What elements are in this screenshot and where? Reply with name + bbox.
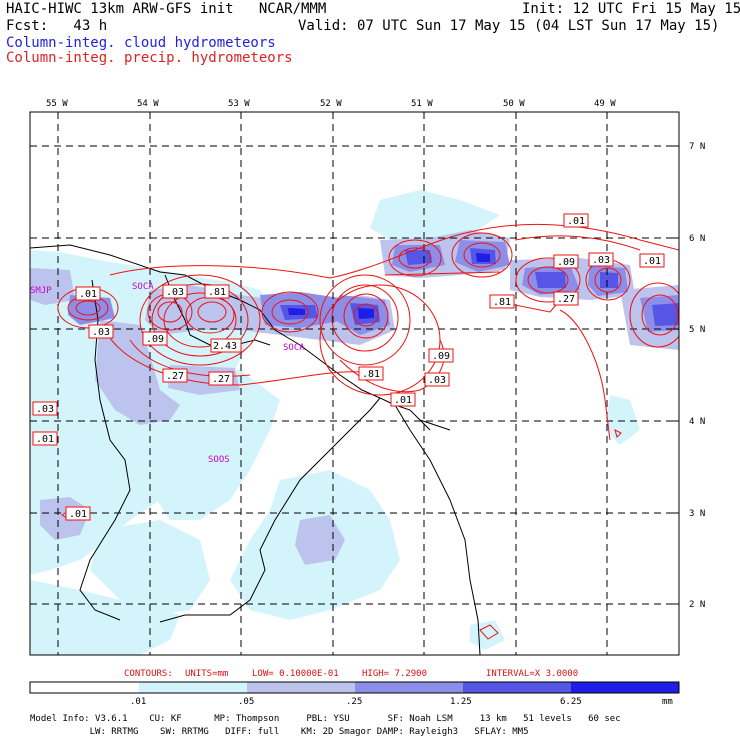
colorbar-ticks: .01 .05 .25 1.25 6.25 mm xyxy=(130,697,673,707)
svg-text:.01: .01 xyxy=(69,509,87,520)
colorbar-tick: .01 xyxy=(130,697,146,707)
contour-info: CONTOURS: UNITS=mm LOW= 0.10000E-01 HIGH… xyxy=(124,669,578,679)
lat-label: 2 N xyxy=(689,600,705,610)
svg-text:.01: .01 xyxy=(36,434,54,445)
contour-label: .01 xyxy=(75,286,101,301)
svg-text:.81: .81 xyxy=(208,287,226,298)
svg-text:.01: .01 xyxy=(394,395,412,406)
colorbar-tick: 1.25 xyxy=(450,697,472,707)
svg-text:.03: .03 xyxy=(166,287,184,298)
contour-label: .09 xyxy=(553,254,579,269)
colorbar-unit: mm xyxy=(662,697,673,707)
contour-label: .01 xyxy=(390,392,416,407)
svg-text:2.43: 2.43 xyxy=(213,341,237,352)
model-title: HAIC-HIWC 13km ARW-GFS init NCAR/MMM xyxy=(6,1,327,17)
lat-label: 4 N xyxy=(689,417,705,427)
station-soos: SOOS xyxy=(208,455,230,465)
graticule xyxy=(30,112,679,655)
contour-label: .03 xyxy=(588,252,614,267)
lon-label: 50 W xyxy=(503,99,525,109)
station-soca-1: SOCA xyxy=(132,282,154,292)
lon-label: 52 W xyxy=(320,99,342,109)
station-smjp: SMJP xyxy=(30,286,52,296)
model-info: Model Info: V3.6.1 CU: KF MP: Thompson P… xyxy=(30,714,621,737)
svg-text:.09: .09 xyxy=(432,351,450,362)
lon-label: 49 W xyxy=(594,99,616,109)
model-info-line2: LW: RRTMG SW: RRTMG DIFF: full KM: 2D Sm… xyxy=(30,727,529,737)
contour-info-title: CONTOURS: xyxy=(124,669,173,679)
lat-axis-labels: 7 N 6 N 5 N 4 N 3 N 2 N xyxy=(689,142,705,610)
model-info-line1: Model Info: V3.6.1 CU: KF MP: Thompson P… xyxy=(30,714,621,724)
contour-label: .27 xyxy=(162,368,188,383)
lon-label: 51 W xyxy=(411,99,433,109)
contour-labels: .01 .03 .03 .81 .09 2.43 .27 .27 .03 .01… xyxy=(32,213,665,521)
contour-label: .81 xyxy=(358,366,384,381)
lon-label: 54 W xyxy=(137,99,159,109)
svg-text:.27: .27 xyxy=(557,294,575,305)
svg-text:.01: .01 xyxy=(643,256,661,267)
svg-text:.81: .81 xyxy=(362,369,380,380)
station-labels: SMJP SOCA SOCA SOOS xyxy=(30,282,305,465)
contour-label: .03 xyxy=(162,284,188,299)
svg-text:.03: .03 xyxy=(428,375,446,386)
contour-label: .01 xyxy=(32,431,58,446)
station-soca-2: SOCA xyxy=(283,343,305,353)
svg-text:.03: .03 xyxy=(92,327,110,338)
lon-axis-labels: 55 W 54 W 53 W 52 W 51 W 50 W 49 W xyxy=(46,99,616,109)
colorbar xyxy=(29,681,680,694)
init-time: Init: 12 UTC Fri 15 May 15 xyxy=(522,1,740,17)
contour-label: .09 xyxy=(142,331,168,346)
forecast-hour: Fcst: 43 h xyxy=(6,18,108,34)
map-frame xyxy=(29,111,680,656)
contour-label: .81 xyxy=(204,284,230,299)
contour-info-high: HIGH= 7.2900 xyxy=(362,669,427,679)
contour-label: .01 xyxy=(563,213,589,228)
colorbar-tick: .25 xyxy=(346,697,362,707)
lat-label: 7 N xyxy=(689,142,705,152)
contour-label: .03 xyxy=(32,401,58,416)
svg-text:.01: .01 xyxy=(567,216,585,227)
contour-label: .01 xyxy=(639,253,665,268)
svg-text:.09: .09 xyxy=(146,334,164,345)
tick-marks xyxy=(57,112,679,605)
shaded-field xyxy=(30,190,679,655)
contour-info-units: UNITS=mm xyxy=(185,669,228,679)
svg-text:.81: .81 xyxy=(493,297,511,308)
contour-label: .09 xyxy=(428,348,454,363)
svg-text:.27: .27 xyxy=(212,374,230,385)
contour-label: 2.43 xyxy=(210,338,242,353)
valid-time: Valid: 07 UTC Sun 17 May 15 (04 LST Sun … xyxy=(298,18,720,34)
lat-label: 6 N xyxy=(689,234,705,244)
contour-label: .03 xyxy=(88,324,114,339)
colorbar-tick: .05 xyxy=(238,697,254,707)
lon-label: 55 W xyxy=(46,99,68,109)
lat-label: 5 N xyxy=(689,325,705,335)
contour-label: .27 xyxy=(208,371,234,386)
svg-text:.01: .01 xyxy=(79,289,97,300)
svg-text:.03: .03 xyxy=(592,255,610,266)
svg-text:.03: .03 xyxy=(36,404,54,415)
field-precip-label: Column-integ. precip. hydrometeors xyxy=(6,50,293,66)
precip-contours xyxy=(57,223,679,640)
svg-text:.09: .09 xyxy=(557,257,575,268)
field-cloud-label: Column-integ. cloud hydrometeors xyxy=(6,35,276,51)
contour-label: .01 xyxy=(65,506,91,521)
contour-label: .27 xyxy=(553,291,579,306)
contour-info-interval: INTERVAL=X 3.0000 xyxy=(486,669,578,679)
contour-info-low: LOW= 0.10000E-01 xyxy=(252,669,339,679)
lon-label: 53 W xyxy=(228,99,250,109)
contour-label: .03 xyxy=(424,372,450,387)
svg-text:.27: .27 xyxy=(166,371,184,382)
lat-label: 3 N xyxy=(689,509,705,519)
contour-label: .81 xyxy=(489,294,515,309)
colorbar-tick: 6.25 xyxy=(560,697,582,707)
